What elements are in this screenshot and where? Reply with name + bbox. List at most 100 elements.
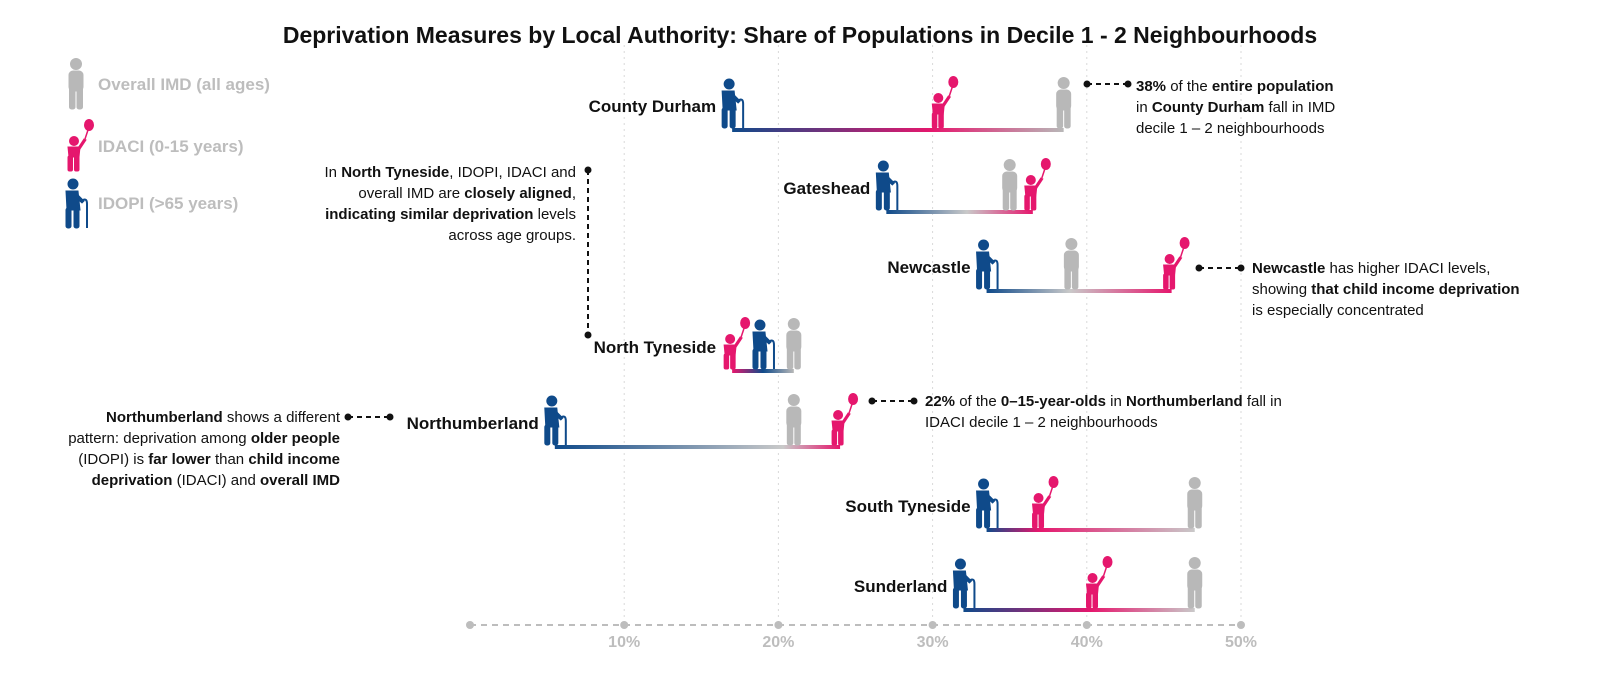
leader-dot xyxy=(584,166,592,174)
ann-text: of the xyxy=(955,393,1001,410)
ann-text: closely aligned xyxy=(464,185,572,202)
ann-text: of the xyxy=(1166,78,1212,95)
ann-text: 22% xyxy=(925,393,956,410)
range-bar xyxy=(886,210,1033,214)
leader-dot xyxy=(386,413,394,421)
person-icon xyxy=(1187,477,1203,529)
child-balloon-icon xyxy=(1031,475,1059,529)
child-balloon-icon xyxy=(1162,236,1190,290)
legend-item-idopi: IDOPI (>65 years) xyxy=(56,174,238,234)
ann-text: that child income deprivation xyxy=(1311,281,1520,298)
authority-row: Sunderland xyxy=(854,555,1203,612)
range-bar xyxy=(963,608,1195,612)
leader-dot xyxy=(344,413,352,421)
ann-text: far lower xyxy=(148,451,211,468)
ann-text: North Tyneside xyxy=(341,164,450,181)
annotation-newcastle: Newcastle has higher IDACI levels, showi… xyxy=(1252,258,1552,321)
child-balloon-icon xyxy=(831,392,859,446)
child-balloon-icon xyxy=(1024,157,1052,211)
ann-text: older people xyxy=(250,430,340,447)
authority-row: Newcastle xyxy=(887,236,1190,293)
ann-text: overall IMD are xyxy=(358,185,465,202)
axis-tick-dot xyxy=(1082,621,1091,629)
elderly-cane-icon xyxy=(65,178,88,229)
leader-dot xyxy=(1195,264,1203,272)
authority-label: North Tyneside xyxy=(594,338,716,357)
authority-rows: County Durham Gateshead Newcastle North Tyn… xyxy=(407,75,1203,612)
chart-title: Deprivation Measures by Local Authority:… xyxy=(282,22,1318,48)
authority-row: County Durham xyxy=(589,75,1072,132)
range-bar xyxy=(732,369,794,373)
ann-text: deprivation xyxy=(91,472,173,489)
ann-text: overall IMD xyxy=(259,472,340,489)
elderly-cane-icon xyxy=(751,319,775,370)
authority-row: South Tyneside xyxy=(845,475,1203,532)
leader-dot xyxy=(868,397,876,405)
range-bar xyxy=(986,528,1195,532)
ann-text: In xyxy=(324,164,342,181)
ann-text: , IDOPI, IDACI and xyxy=(449,164,576,181)
annotation-northumberland-right: 22% of the 0–15-year-olds in Northumberl… xyxy=(925,391,1345,433)
annotation-leaders xyxy=(344,80,1245,421)
x-tick-label: 20% xyxy=(762,634,794,651)
legend-item-idaci: IDACI (0-15 years) xyxy=(56,117,244,177)
ann-text: in xyxy=(1136,99,1152,116)
person-icon xyxy=(1002,159,1018,211)
axis-tick-dot xyxy=(1237,621,1245,629)
ann-text: fall in xyxy=(1242,393,1282,410)
axis-tick-dot xyxy=(620,621,629,629)
ann-text: County Durham xyxy=(1151,99,1265,116)
child-balloon-icon xyxy=(723,316,751,370)
leader-dot xyxy=(1083,80,1091,88)
grid xyxy=(623,45,1242,625)
ann-text: decile 1 – 2 neighbourhoods xyxy=(1136,120,1325,137)
legend-label-imd: Overall IMD (all ages) xyxy=(98,75,270,94)
elderly-cane-icon xyxy=(975,239,999,290)
elderly-cane-icon xyxy=(721,78,745,129)
axis-tick-dot xyxy=(774,621,783,629)
person-icon xyxy=(1187,557,1203,609)
legend-label-idopi: IDOPI (>65 years) xyxy=(98,194,239,213)
ann-text: Northumberland xyxy=(106,409,223,426)
elderly-cane-icon xyxy=(975,478,999,529)
ann-text: is especially concentrated xyxy=(1252,302,1424,319)
ann-text: Newcastle xyxy=(1252,260,1326,277)
ann-text: 38% xyxy=(1136,78,1167,95)
ann-text: IDACI decile 1 – 2 neighbourhoods xyxy=(925,414,1158,431)
ann-text: levels xyxy=(533,206,576,223)
elderly-cane-icon xyxy=(952,558,976,609)
x-tick-label: 40% xyxy=(1071,634,1103,651)
range-bar xyxy=(986,289,1172,293)
ann-text: fall in IMD xyxy=(1264,99,1336,116)
annotation-county-durham: 38% of the entire population in County D… xyxy=(1136,76,1396,139)
range-bar xyxy=(732,128,1064,132)
ann-text: has higher IDACI levels, xyxy=(1325,260,1491,277)
ann-text: (IDOPI) is xyxy=(78,451,149,468)
annotation-northumberland-left: Northumberland shows a different pattern… xyxy=(20,407,340,491)
authority-label: Sunderland xyxy=(854,577,948,596)
person-icon xyxy=(786,394,802,446)
ann-text: , xyxy=(571,185,576,202)
elderly-cane-icon xyxy=(543,395,567,446)
person-icon xyxy=(1056,77,1072,129)
x-tick-label: 30% xyxy=(917,634,949,651)
ann-text: Northumberland xyxy=(1125,393,1243,410)
authority-row: North Tyneside xyxy=(594,316,802,373)
x-tick-label: 50% xyxy=(1225,634,1257,651)
elderly-cane-icon xyxy=(875,160,899,211)
x-tick-label: 10% xyxy=(608,634,640,651)
authority-label: Gateshead xyxy=(783,179,870,198)
authority-row: Northumberland xyxy=(407,392,859,449)
authority-label: Newcastle xyxy=(887,258,970,277)
axis-tick-dot xyxy=(466,621,474,629)
ann-text: across age groups. xyxy=(448,227,576,244)
ann-text: 0–15-year-olds xyxy=(1000,393,1106,410)
range-bar xyxy=(554,445,841,449)
leader-dot xyxy=(1237,264,1245,272)
legend-label-idaci: IDACI (0-15 years) xyxy=(98,137,244,156)
leader-dot xyxy=(910,397,918,405)
ann-text: child income xyxy=(248,451,340,468)
ann-text: (IDACI) and xyxy=(172,472,260,489)
child-balloon-icon xyxy=(931,75,959,129)
